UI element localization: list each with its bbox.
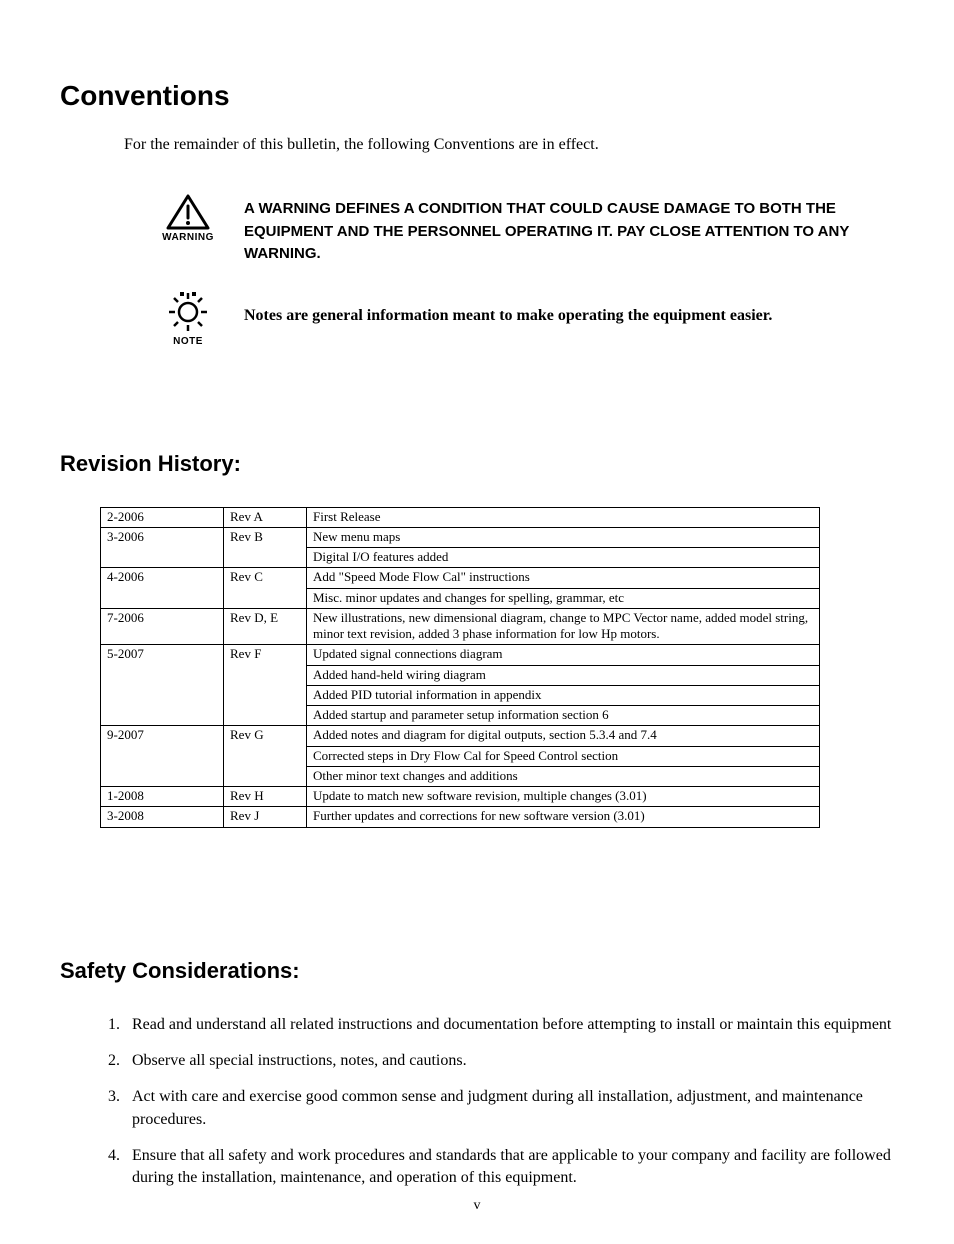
note-callout: NOTE Notes are general information meant… (160, 290, 894, 347)
list-item: Observe all special instructions, notes,… (124, 1050, 894, 1072)
cell-date: 3-2006 (101, 527, 224, 568)
note-icon-label: NOTE (160, 336, 216, 347)
spacer (60, 908, 894, 958)
cell-date: 7-2006 (101, 608, 224, 645)
list-item: Act with care and exercise good common s… (124, 1086, 894, 1131)
cell-rev: Rev D, E (224, 608, 307, 645)
warning-icon-label: WARNING (160, 232, 216, 243)
cell-rev: Rev C (224, 568, 307, 609)
cell-desc: Misc. minor updates and changes for spel… (307, 588, 820, 608)
cell-desc: Digital I/O features added (307, 548, 820, 568)
heading-safety: Safety Considerations: (60, 958, 894, 984)
spacer (60, 371, 894, 451)
cell-desc: New menu maps (307, 527, 820, 547)
warning-icon: WARNING (160, 194, 216, 243)
revision-history-table: 2-2006Rev AFirst Release3-2006Rev BNew m… (100, 507, 820, 828)
cell-rev: Rev J (224, 807, 307, 827)
cell-date: 3-2008 (101, 807, 224, 827)
cell-date: 5-2007 (101, 645, 224, 726)
cell-desc: Add "Speed Mode Flow Cal" instructions (307, 568, 820, 588)
cell-desc: Added PID tutorial information in append… (307, 685, 820, 705)
table-row: 2-2006Rev AFirst Release (101, 507, 820, 527)
heading-revision-history: Revision History: (60, 451, 894, 477)
cell-desc: Further updates and corrections for new … (307, 807, 820, 827)
cell-date: 9-2007 (101, 726, 224, 787)
page: Conventions For the remainder of this bu… (0, 0, 954, 1244)
table-row: 3-2006Rev BNew menu maps (101, 527, 820, 547)
table-row: 1-2008Rev HUpdate to match new software … (101, 787, 820, 807)
cell-desc: Other minor text changes and additions (307, 766, 820, 786)
cell-date: 2-2006 (101, 507, 224, 527)
warning-text: A WARNING DEFINES A CONDITION THAT COULD… (244, 194, 894, 266)
warning-callout: WARNING A WARNING DEFINES A CONDITION TH… (160, 194, 894, 266)
safety-list: Read and understand all related instruct… (100, 1014, 894, 1190)
page-number: v (0, 1198, 954, 1214)
table-row: 5-2007Rev FUpdated signal connections di… (101, 645, 820, 665)
cell-date: 1-2008 (101, 787, 224, 807)
cell-desc: Added notes and diagram for digital outp… (307, 726, 820, 746)
cell-rev: Rev F (224, 645, 307, 726)
cell-desc: Corrected steps in Dry Flow Cal for Spee… (307, 746, 820, 766)
cell-rev: Rev A (224, 507, 307, 527)
cell-rev: Rev G (224, 726, 307, 787)
note-text: Notes are general information meant to m… (244, 290, 772, 328)
heading-conventions: Conventions (60, 80, 894, 112)
cell-desc: First Release (307, 507, 820, 527)
cell-desc: Update to match new software revision, m… (307, 787, 820, 807)
table-row: 9-2007Rev GAdded notes and diagram for d… (101, 726, 820, 746)
cell-rev: Rev B (224, 527, 307, 568)
cell-date: 4-2006 (101, 568, 224, 609)
cell-rev: Rev H (224, 787, 307, 807)
cell-desc: Added startup and parameter setup inform… (307, 706, 820, 726)
cell-desc: Added hand-held wiring diagram (307, 665, 820, 685)
note-icon: NOTE (160, 290, 216, 347)
intro-paragraph: For the remainder of this bulletin, the … (124, 136, 894, 154)
table-row: 7-2006Rev D, ENew illustrations, new dim… (101, 608, 820, 645)
cell-desc: Updated signal connections diagram (307, 645, 820, 665)
list-item: Ensure that all safety and work procedur… (124, 1145, 894, 1190)
cell-desc: New illustrations, new dimensional diagr… (307, 608, 820, 645)
table-row: 3-2008Rev JFurther updates and correctio… (101, 807, 820, 827)
spacer (60, 828, 894, 908)
table-row: 4-2006Rev CAdd "Speed Mode Flow Cal" ins… (101, 568, 820, 588)
list-item: Read and understand all related instruct… (124, 1014, 894, 1036)
